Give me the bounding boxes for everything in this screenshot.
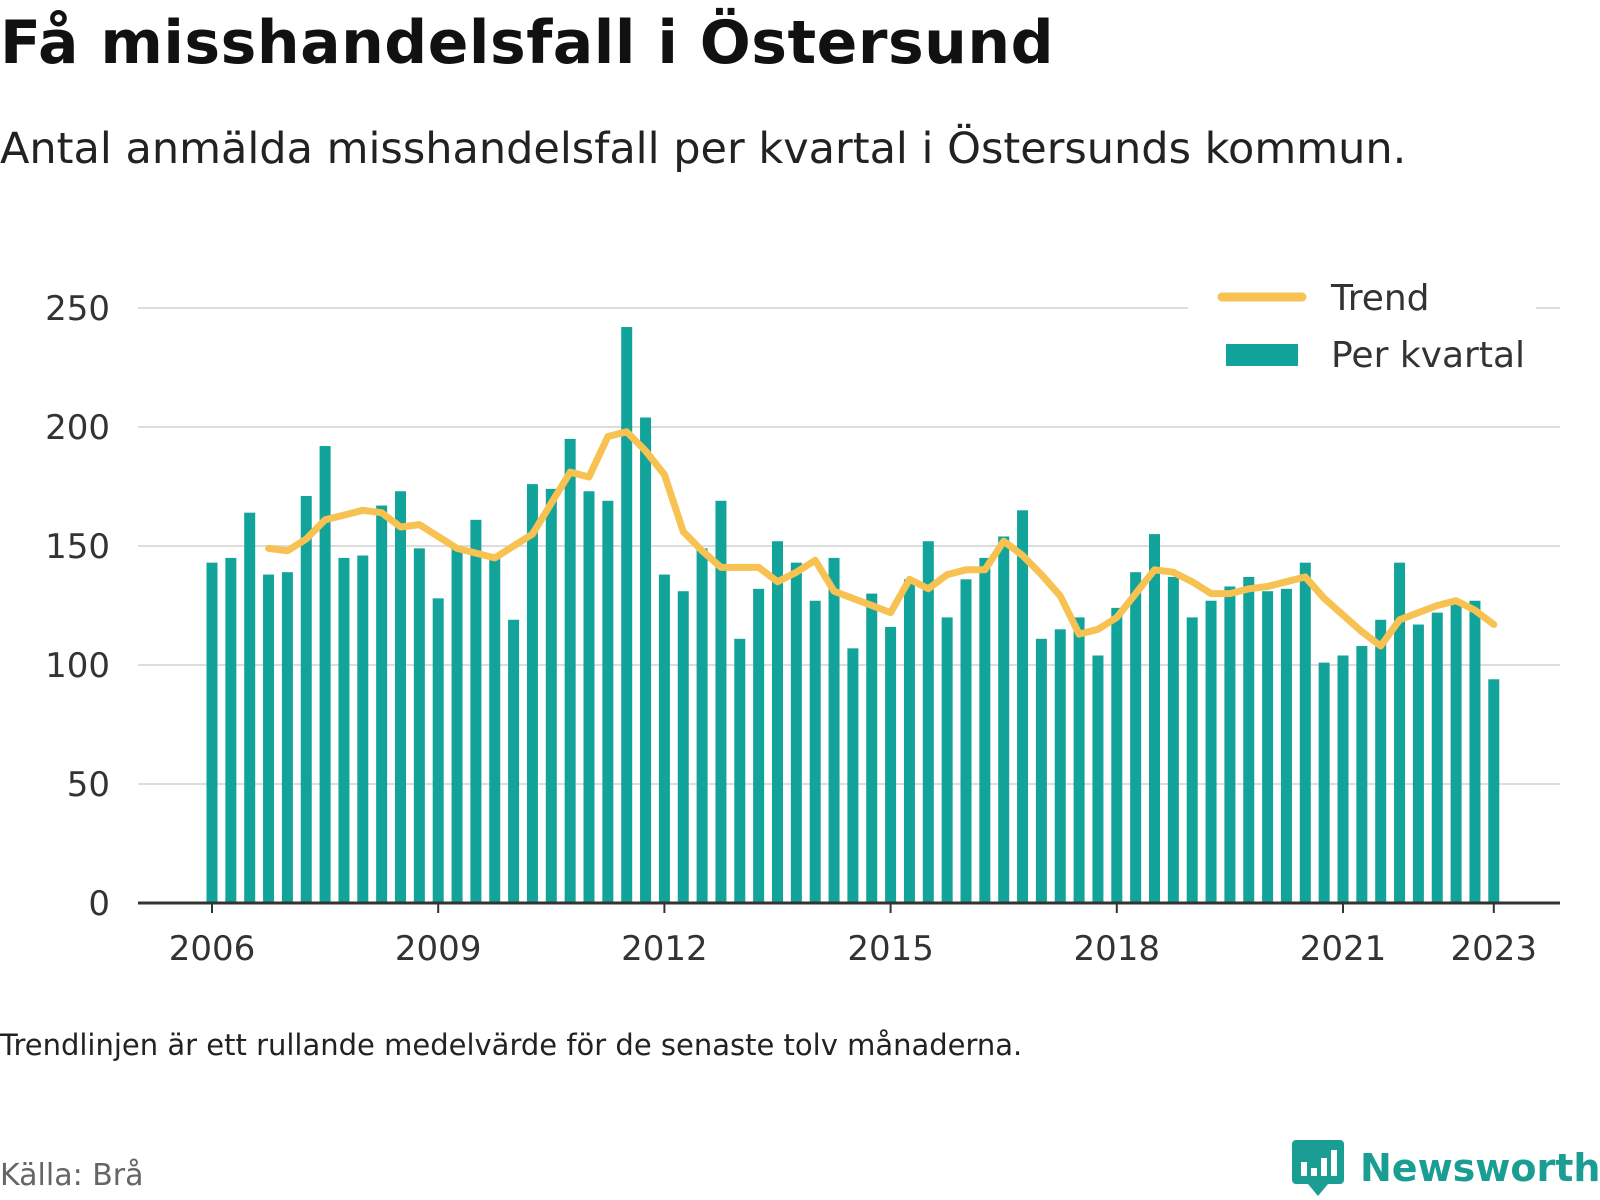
- bar: [545, 488, 557, 903]
- bar: [734, 638, 746, 903]
- bar: [470, 519, 482, 903]
- bar: [338, 557, 350, 903]
- chart-title: Få misshandelsfall i Östersund: [0, 8, 1055, 78]
- y-tick-label: 100: [45, 646, 110, 686]
- bar: [998, 536, 1010, 903]
- bar: [885, 626, 897, 903]
- y-tick-label: 150: [45, 527, 110, 567]
- bar: [1488, 679, 1500, 903]
- bar: [677, 591, 689, 903]
- bar: [640, 417, 652, 903]
- bar: [922, 541, 934, 903]
- trend-line-group: [265, 428, 1498, 650]
- bar: [621, 327, 633, 903]
- bar: [451, 546, 463, 903]
- x-tick-label: 2021: [1300, 929, 1387, 969]
- x-tick-label: 2023: [1451, 929, 1538, 969]
- bar: [1035, 638, 1047, 903]
- bar: [979, 557, 991, 903]
- x-tick-label: 2012: [621, 929, 708, 969]
- bar: [1149, 534, 1160, 903]
- bar: [206, 562, 218, 903]
- bar: [489, 555, 501, 903]
- x-tick-label: 2018: [1074, 929, 1161, 969]
- bar: [1224, 586, 1236, 903]
- bar: [1469, 600, 1481, 903]
- bar: [903, 579, 915, 903]
- bar: [1167, 576, 1179, 903]
- bar: [1130, 572, 1142, 903]
- bar: [1450, 603, 1462, 903]
- legend-bar-label: Per kvartal: [1331, 335, 1525, 376]
- bar: [1262, 591, 1274, 903]
- bar: [583, 491, 595, 903]
- bar: [1299, 562, 1311, 903]
- chart-note: Trendlinjen är ett rullande medelvärde f…: [0, 1028, 1023, 1062]
- bar: [941, 617, 953, 903]
- bar: [564, 438, 576, 903]
- bar: [602, 500, 614, 903]
- bar: [715, 500, 727, 903]
- bar: [1092, 655, 1104, 903]
- legend-trend-label: Trend: [1330, 278, 1430, 319]
- x-axis: 2006 2009 2012 2015 2018 2021 2023: [138, 901, 1560, 969]
- y-tick-label: 250: [45, 289, 110, 329]
- x-tick-label: 2009: [395, 929, 482, 969]
- bar: [1431, 612, 1443, 903]
- bar: [395, 491, 406, 903]
- bar: [809, 600, 821, 903]
- brand-name: Newsworthy: [1360, 1146, 1600, 1190]
- bar: [357, 555, 369, 903]
- legend: Trend Per kvartal: [1188, 276, 1536, 380]
- bar: [432, 598, 444, 903]
- chart: 0 50 100 150 200 250 2006 2009 2012 2015 2018 2021…: [45, 276, 1560, 969]
- bar: [790, 562, 802, 903]
- bar: [1280, 588, 1292, 903]
- newsworthy-logo-icon: [1292, 1140, 1344, 1196]
- x-tick-label: 2006: [169, 929, 256, 969]
- bar: [376, 505, 388, 903]
- bar: [847, 648, 859, 903]
- bar: [1017, 510, 1029, 903]
- bar: [319, 446, 331, 903]
- bar: [413, 548, 425, 903]
- trend-line: [265, 428, 1498, 650]
- bar: [960, 579, 972, 903]
- bar: [1412, 624, 1424, 903]
- bar: [1205, 600, 1217, 903]
- bar: [526, 484, 538, 903]
- bar: [753, 588, 765, 903]
- bars: [206, 327, 1500, 903]
- bar: [225, 557, 237, 903]
- legend-bar-swatch: [1226, 344, 1298, 366]
- bar: [866, 593, 878, 903]
- brand: Newsworthy: [1292, 1140, 1600, 1196]
- bar: [244, 512, 256, 903]
- bar: [508, 619, 520, 903]
- source-label: Källa: Brå: [0, 1158, 144, 1193]
- bar: [772, 541, 783, 903]
- bar: [1375, 619, 1387, 903]
- x-tick-label: 2015: [847, 929, 934, 969]
- bar: [1318, 662, 1330, 903]
- bar: [1337, 655, 1349, 903]
- chart-subtitle: Antal anmälda misshandelsfall per kvarta…: [0, 124, 1407, 174]
- bar: [263, 574, 275, 903]
- y-tick-label: 200: [45, 408, 110, 448]
- bar: [828, 557, 840, 903]
- bar: [1356, 645, 1368, 903]
- bar: [281, 572, 293, 903]
- bar: [1394, 562, 1406, 903]
- bar: [658, 574, 670, 903]
- bar: [1243, 576, 1255, 903]
- y-axis-labels: 0 50 100 150 200 250: [45, 289, 110, 924]
- bar: [1186, 617, 1198, 903]
- y-tick-label: 0: [88, 884, 110, 924]
- y-tick-label: 50: [67, 765, 110, 805]
- bar: [1073, 617, 1085, 903]
- bar: [696, 548, 708, 903]
- bar: [1054, 629, 1066, 903]
- bar: [1111, 607, 1123, 903]
- bar: [300, 496, 312, 903]
